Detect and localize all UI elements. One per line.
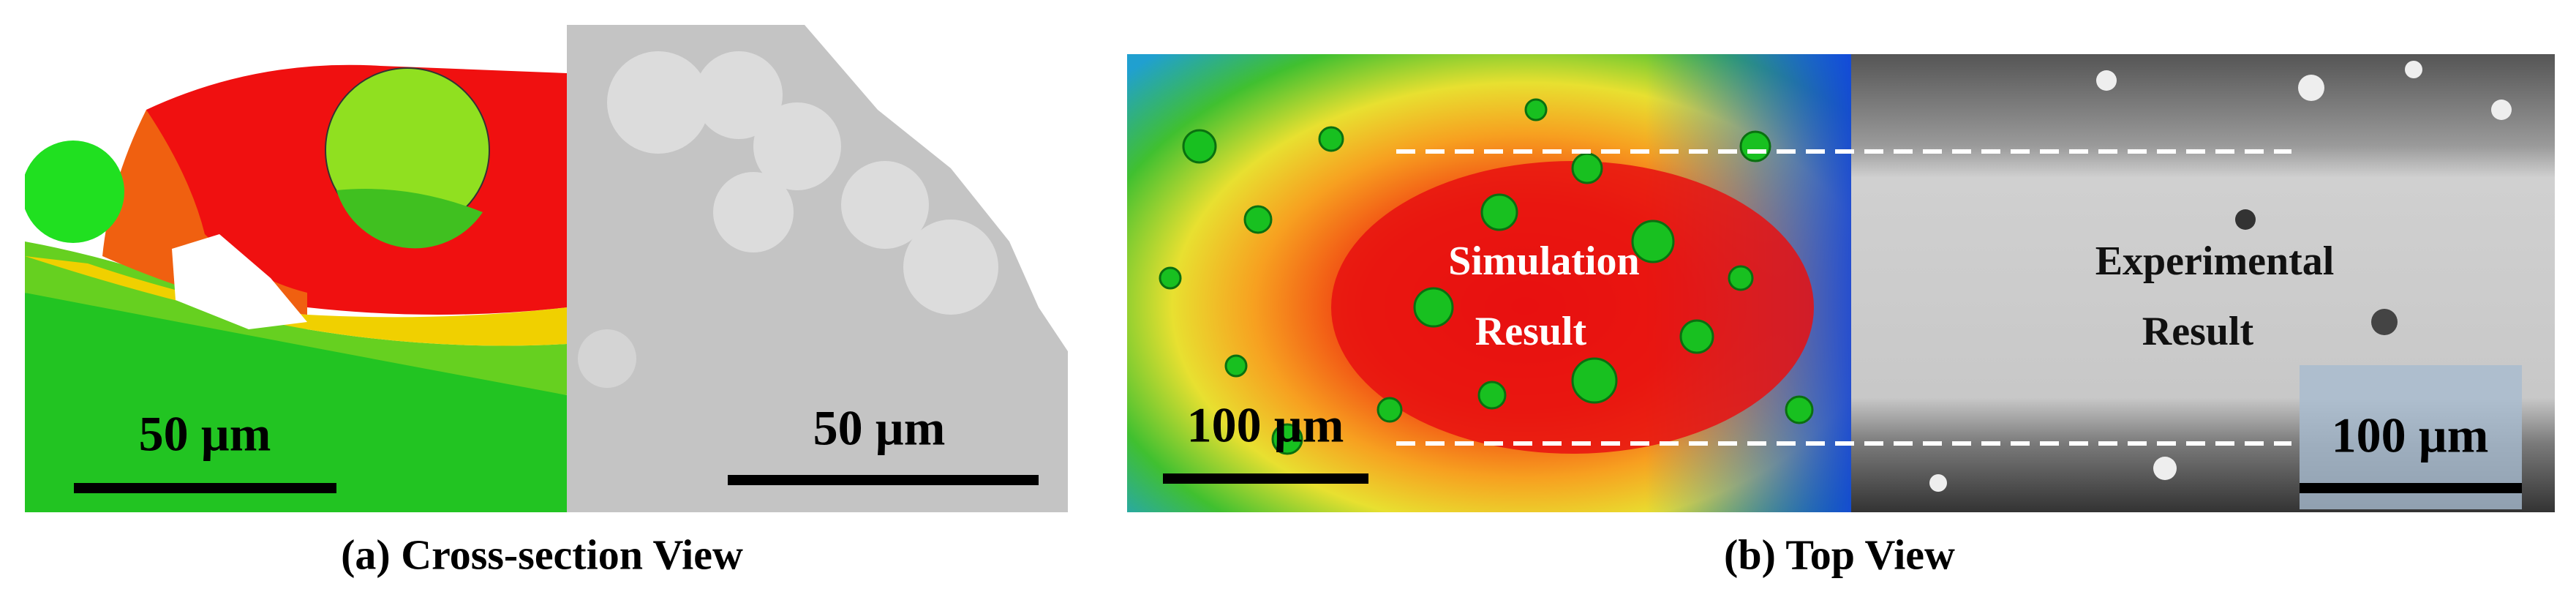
panel-caption: (a) Cross-section View [341, 531, 743, 578]
dashed-guides [1396, 149, 2291, 446]
scale-bar [1163, 473, 1368, 484]
top-view-experiment [1851, 54, 2555, 512]
image-label: Result [2142, 309, 2254, 354]
scale-label: 50 µm [139, 406, 271, 462]
scale-label: 100 µm [1187, 397, 1344, 453]
image-label: Experimental [2095, 239, 2335, 284]
panel-caption: (b) Top View [1724, 531, 1955, 578]
scale-label: 50 µm [813, 400, 946, 456]
cross-section-simulation [25, 25, 567, 512]
scale-bar [2300, 483, 2522, 493]
scale-label: 100 µm [2332, 408, 2489, 463]
image-label: Simulation [1448, 239, 1639, 284]
scale-bar [728, 475, 1039, 485]
top-view-simulation [1127, 54, 1851, 512]
cross-section-sem [567, 25, 1068, 512]
image-label: Result [1475, 309, 1587, 354]
scale-bar [74, 483, 336, 493]
